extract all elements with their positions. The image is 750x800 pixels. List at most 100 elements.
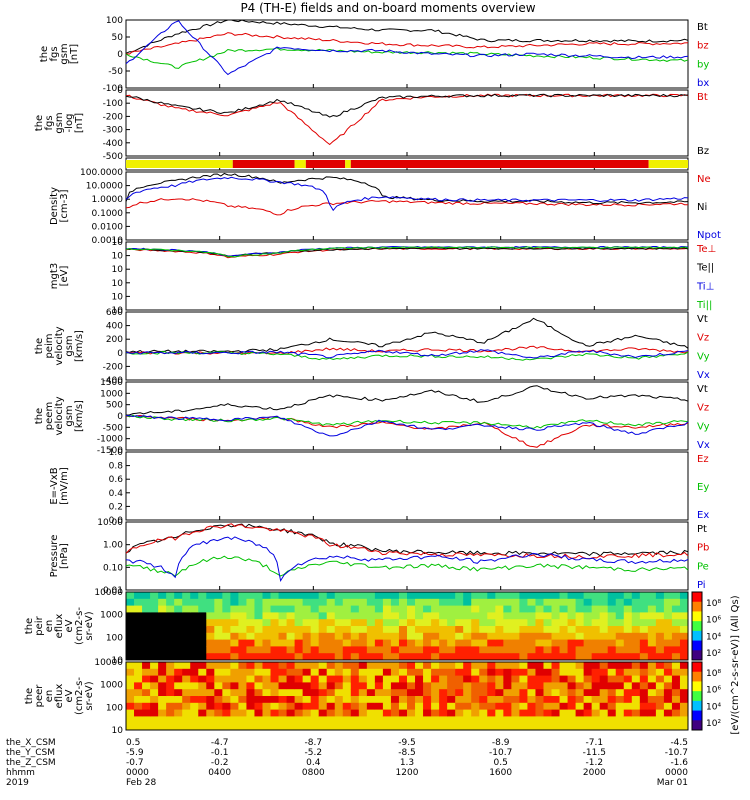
spectrogram-cell xyxy=(679,646,689,654)
spectrogram-cell xyxy=(238,702,247,711)
spectrogram-cell xyxy=(142,675,151,683)
legend-entry: Pb xyxy=(697,543,709,554)
spectrogram-cell xyxy=(390,639,400,647)
spectrogram-cell xyxy=(575,723,585,731)
colorbar-tick-label: 10² xyxy=(706,719,721,729)
y-tick-label: -200 xyxy=(103,362,124,372)
spectrogram-cell xyxy=(487,639,496,647)
y-tick-label: -50 xyxy=(108,67,123,77)
spectrogram-cell xyxy=(358,619,368,627)
spectrogram-cell xyxy=(599,646,609,654)
spectrogram-cell xyxy=(615,598,625,607)
spectrogram-cell xyxy=(382,702,392,711)
spectrogram-cell xyxy=(198,709,207,717)
spectrogram-cell xyxy=(206,689,215,697)
spectrogram-cell xyxy=(230,675,239,683)
colorbar-tick-label: 10⁶ xyxy=(706,686,721,696)
spectrogram-cell xyxy=(206,619,215,627)
spectrogram-cell xyxy=(206,702,215,711)
spectrogram-cell xyxy=(134,639,143,647)
spectrogram-cell xyxy=(174,619,183,627)
spectrogram-cell xyxy=(439,646,448,654)
spectrogram-cell xyxy=(326,639,336,647)
spectrogram-cell xyxy=(575,605,585,613)
spectrogram-cell xyxy=(142,723,151,731)
spectrogram-cell xyxy=(310,592,320,600)
spectrogram-cell xyxy=(495,689,504,697)
panel-ylabel: peim xyxy=(44,333,55,358)
spectrogram-cell xyxy=(495,653,504,661)
spectrogram-cell xyxy=(134,709,143,717)
spectrogram-cell xyxy=(671,646,681,654)
spectrogram-cell xyxy=(527,723,536,731)
spectrogram-cell xyxy=(671,605,681,613)
spectrogram-cell xyxy=(615,702,625,711)
spectrogram-cell xyxy=(535,662,544,670)
spectrogram-cell xyxy=(342,675,352,683)
spectrogram-cell xyxy=(519,598,528,607)
spectrogram-cell xyxy=(382,668,392,677)
spectrogram-cell xyxy=(655,696,665,704)
spectrogram-cell xyxy=(158,605,167,613)
spectrogram-cell xyxy=(551,682,561,690)
spectrogram-cell xyxy=(150,716,159,724)
spectrogram-cell xyxy=(262,639,272,647)
spectrogram-cell xyxy=(374,646,384,654)
spectrogram-cell xyxy=(503,639,512,647)
spectrogram-cell xyxy=(655,668,665,677)
spectrogram-cell xyxy=(262,605,272,613)
spectrogram-cell xyxy=(679,662,689,670)
spectrogram-cell xyxy=(575,612,585,620)
ephemeris-value: 1.3 xyxy=(400,758,414,768)
spectrogram-cell xyxy=(382,639,392,647)
spectrogram-cell xyxy=(214,675,223,683)
spectrogram-cell xyxy=(230,598,239,607)
series-line xyxy=(125,93,689,118)
ephemeris-row-label: the_X_CSM xyxy=(6,738,56,748)
spectrogram-cell xyxy=(543,605,553,613)
spectrogram-cell xyxy=(599,668,609,677)
spectrogram-cell xyxy=(487,632,496,641)
spectrogram-cell xyxy=(190,696,199,704)
spectrogram-cell xyxy=(182,689,191,697)
spectrogram-cell xyxy=(607,598,617,607)
figure-title: P4 (TH-E) fields and on-board moments ov… xyxy=(240,1,535,15)
spectrogram-cell xyxy=(262,592,272,600)
spectrogram-cell xyxy=(134,612,143,620)
spectrogram-cell xyxy=(679,723,689,731)
spectrogram-cell xyxy=(431,668,440,677)
series-line xyxy=(126,415,689,437)
spectrogram-cell xyxy=(415,592,424,600)
ephemeris-row-label: 2019 xyxy=(6,778,29,788)
spectrogram-cell xyxy=(126,689,135,697)
spectrogram-cell xyxy=(551,668,561,677)
spectrogram-cell xyxy=(318,619,328,627)
spectrogram-cell xyxy=(374,653,384,661)
spectrogram-cell xyxy=(382,675,392,683)
spectrogram-cell xyxy=(174,598,183,607)
spectrogram-cell xyxy=(623,592,633,600)
spectrogram-cell xyxy=(431,639,440,647)
spectrogram-cell xyxy=(503,662,512,670)
spectrogram-cell xyxy=(222,626,231,634)
spectrogram-cell xyxy=(350,662,360,670)
spectrogram-cell xyxy=(527,653,536,661)
spectrogram-cell xyxy=(479,723,488,731)
spectrogram-cell xyxy=(158,682,167,690)
spectrogram-cell xyxy=(198,696,207,704)
spectrogram-cell xyxy=(463,668,472,677)
spectrogram-cell xyxy=(559,723,569,731)
spectrogram-cell xyxy=(182,709,191,717)
spectrogram-cell xyxy=(583,675,593,683)
spectrogram-cell xyxy=(254,605,263,613)
spectrogram-cell xyxy=(535,689,544,697)
spectrogram-cell xyxy=(142,682,151,690)
spectrogram-cell xyxy=(511,619,520,627)
spectrogram-cell xyxy=(334,646,344,654)
spectrogram-cell xyxy=(142,709,151,717)
spectrogram-cell xyxy=(310,639,320,647)
spectrogram-cell xyxy=(254,592,263,600)
spectrogram-cell xyxy=(591,662,601,670)
y-tick-label: 0.0100 xyxy=(92,222,124,232)
spectrogram-cell xyxy=(326,668,336,677)
